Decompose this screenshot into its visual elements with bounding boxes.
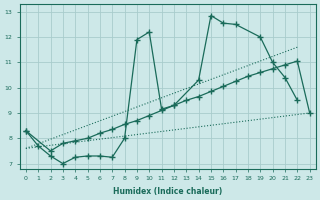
X-axis label: Humidex (Indice chaleur): Humidex (Indice chaleur) [113,187,222,196]
